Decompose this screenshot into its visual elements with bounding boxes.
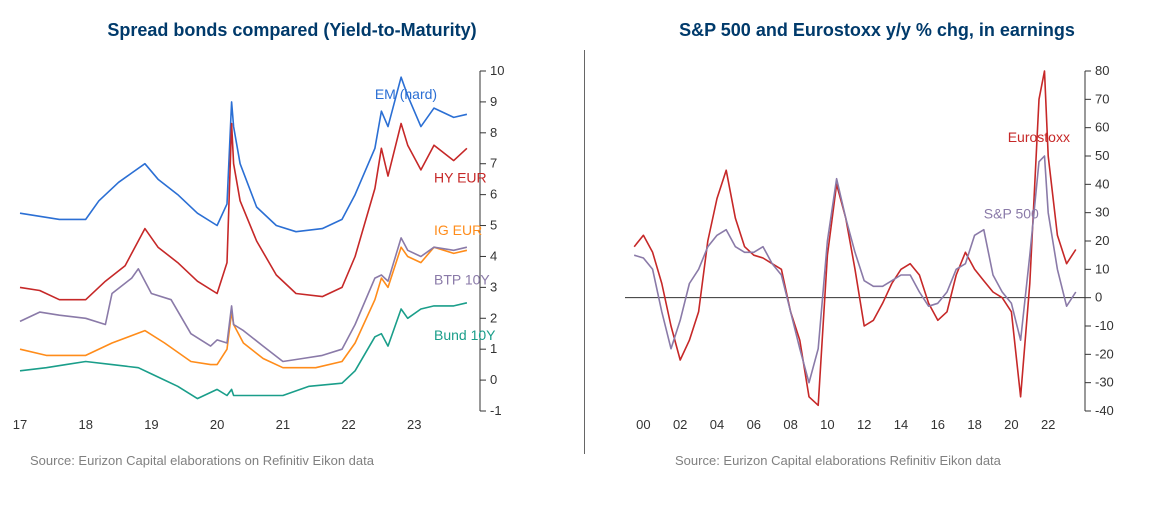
svg-text:60: 60 (1095, 120, 1109, 135)
svg-text:20: 20 (1004, 417, 1018, 432)
right-source-text: Source: Eurizon Capital elaborations Ref… (675, 453, 1169, 468)
svg-text:17: 17 (13, 417, 27, 432)
svg-text:50: 50 (1095, 148, 1109, 163)
svg-text:1: 1 (490, 341, 497, 356)
right-panel: S&P 500 and Eurostoxx y/y % chg, in earn… (585, 0, 1169, 514)
svg-text:5: 5 (490, 218, 497, 233)
svg-text:9: 9 (490, 94, 497, 109)
svg-text:2: 2 (490, 310, 497, 325)
svg-text:10: 10 (1095, 261, 1109, 276)
svg-text:00: 00 (636, 417, 650, 432)
svg-text:Bund 10Y: Bund 10Y (434, 327, 496, 343)
svg-text:-40: -40 (1095, 403, 1114, 418)
svg-text:22: 22 (1041, 417, 1055, 432)
svg-text:0: 0 (1095, 290, 1102, 305)
svg-text:14: 14 (894, 417, 908, 432)
svg-text:20: 20 (1095, 233, 1109, 248)
right-chart-title: S&P 500 and Eurostoxx y/y % chg, in earn… (585, 20, 1169, 41)
svg-text:20: 20 (210, 417, 224, 432)
svg-text:10: 10 (820, 417, 834, 432)
svg-text:BTP 10Y: BTP 10Y (434, 271, 490, 287)
svg-text:EM (hard): EM (hard) (375, 86, 437, 102)
svg-text:-20: -20 (1095, 346, 1114, 361)
svg-text:16: 16 (931, 417, 945, 432)
svg-text:-30: -30 (1095, 375, 1114, 390)
svg-text:-1: -1 (490, 403, 502, 418)
svg-text:18: 18 (967, 417, 981, 432)
svg-text:HY EUR: HY EUR (434, 169, 487, 185)
svg-text:02: 02 (673, 417, 687, 432)
svg-text:08: 08 (783, 417, 797, 432)
svg-text:12: 12 (857, 417, 871, 432)
svg-text:70: 70 (1095, 91, 1109, 106)
svg-text:8: 8 (490, 125, 497, 140)
svg-text:4: 4 (490, 248, 497, 263)
svg-text:06: 06 (747, 417, 761, 432)
svg-text:7: 7 (490, 156, 497, 171)
svg-text:22: 22 (341, 417, 355, 432)
svg-text:18: 18 (78, 417, 92, 432)
svg-text:19: 19 (144, 417, 158, 432)
svg-text:Eurostoxx: Eurostoxx (1008, 129, 1070, 145)
svg-text:IG EUR: IG EUR (434, 222, 482, 238)
left-panel: Spread bonds compared (Yield-to-Maturity… (0, 0, 584, 514)
svg-text:30: 30 (1095, 205, 1109, 220)
left-chart: -101234567891017181920212223EM (hard)HY … (0, 61, 584, 441)
svg-text:40: 40 (1095, 176, 1109, 191)
svg-text:21: 21 (276, 417, 290, 432)
svg-text:80: 80 (1095, 63, 1109, 78)
right-chart: -40 -30 -20 -10 0 10 20 30 40 50 60 70 80 00 02 04 06 08 1… (585, 61, 1169, 441)
svg-text:23: 23 (407, 417, 421, 432)
svg-text:-10: -10 (1095, 318, 1114, 333)
svg-text:0: 0 (490, 372, 497, 387)
svg-text:S&P 500: S&P 500 (984, 205, 1039, 221)
left-chart-title: Spread bonds compared (Yield-to-Maturity… (0, 20, 584, 41)
svg-text:10: 10 (490, 63, 504, 78)
svg-text:6: 6 (490, 187, 497, 202)
left-source-text: Source: Eurizon Capital elaborations on … (30, 453, 584, 468)
svg-text:3: 3 (490, 279, 497, 294)
svg-text:04: 04 (710, 417, 724, 432)
